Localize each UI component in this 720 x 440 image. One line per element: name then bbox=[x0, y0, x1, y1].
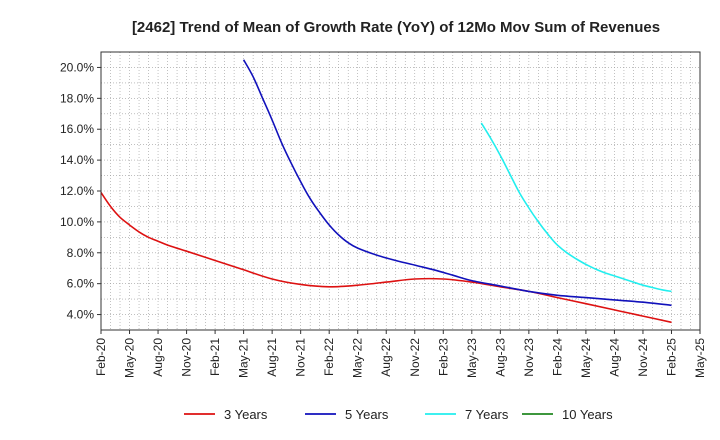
x-tick-label: Nov-21 bbox=[294, 338, 308, 377]
x-tick-label: Feb-20 bbox=[94, 338, 108, 376]
x-tick-label: Feb-25 bbox=[664, 338, 678, 376]
legend-label-3-years: 3 Years bbox=[224, 407, 268, 422]
y-tick-label: 6.0% bbox=[67, 277, 95, 291]
x-axis: Feb-20 May-20 Aug-20 Nov-20 Feb-21 May-21 Aug-… bbox=[94, 330, 707, 378]
chart-title: [2462] Trend of Mean of Growth Rate (YoY… bbox=[132, 19, 660, 36]
x-tick-label: May-24 bbox=[579, 338, 593, 378]
x-tick-label: Nov-20 bbox=[180, 338, 194, 377]
grid bbox=[101, 52, 700, 330]
x-tick-label: Feb-21 bbox=[208, 338, 222, 376]
x-tick-label: Aug-20 bbox=[151, 338, 165, 377]
legend-label-7-years: 7 Years bbox=[465, 407, 509, 422]
x-tick-label: Nov-24 bbox=[636, 338, 650, 377]
series-line-3-years bbox=[100, 192, 672, 324]
x-tick-label: Feb-23 bbox=[436, 338, 450, 376]
x-tick-label: May-23 bbox=[465, 338, 479, 378]
x-tick-label: May-20 bbox=[123, 338, 137, 378]
y-tick-label: 16.0% bbox=[60, 122, 94, 136]
x-tick-label: Aug-21 bbox=[265, 338, 279, 377]
y-axis: 4.0% 6.0% 8.0% 10.0% 12.0% 14.0% 16.0% 18.0% 20.… bbox=[60, 60, 101, 322]
y-tick-label: 18.0% bbox=[60, 91, 94, 105]
y-tick-label: 20.0% bbox=[60, 60, 94, 74]
x-tick-label: May-22 bbox=[351, 338, 365, 378]
x-tick-label: Feb-24 bbox=[550, 338, 564, 376]
y-tick-label: 14.0% bbox=[60, 153, 94, 167]
y-tick-label: 12.0% bbox=[60, 184, 94, 198]
y-tick-label: 4.0% bbox=[67, 308, 95, 322]
series-line-5-years bbox=[242, 59, 672, 307]
legend: 3 Years 5 Years 7 Years 10 Years bbox=[184, 407, 613, 422]
series-line-7-years bbox=[480, 122, 672, 293]
x-tick-label: Feb-22 bbox=[322, 338, 336, 376]
x-tick-label: Aug-22 bbox=[379, 338, 393, 377]
plot-area bbox=[100, 51, 701, 331]
y-tick-label: 8.0% bbox=[67, 246, 95, 260]
legend-label-10-years: 10 Years bbox=[562, 407, 613, 422]
legend-label-5-years: 5 Years bbox=[345, 407, 389, 422]
y-tick-label: 10.0% bbox=[60, 215, 94, 229]
x-tick-label: May-21 bbox=[237, 338, 251, 378]
x-tick-label: Nov-23 bbox=[522, 338, 536, 377]
series-lines bbox=[100, 59, 672, 324]
x-tick-label: Aug-23 bbox=[493, 338, 507, 377]
x-tick-label: Nov-22 bbox=[408, 338, 422, 377]
x-tick-label: May-25 bbox=[693, 338, 707, 378]
x-tick-label: Aug-24 bbox=[607, 338, 621, 377]
